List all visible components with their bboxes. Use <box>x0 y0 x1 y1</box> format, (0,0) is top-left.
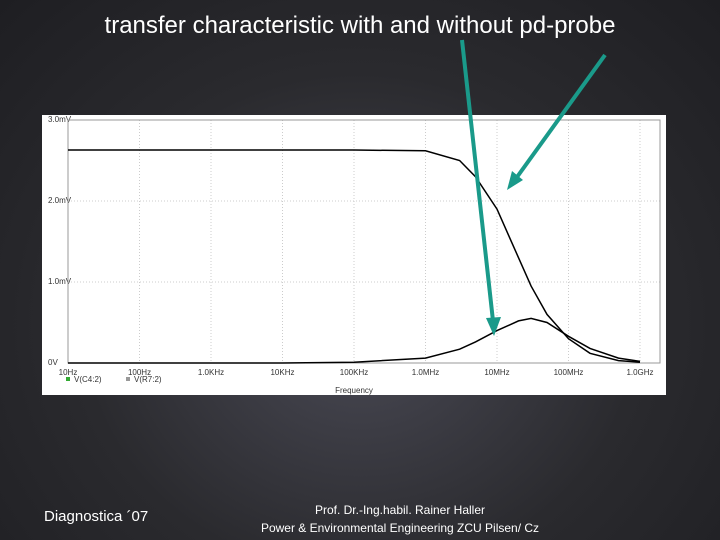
x-axis-label: Frequency <box>335 386 373 395</box>
x-tick-label: 100KHz <box>340 368 368 377</box>
slide-title: transfer characteristic with and without… <box>104 12 616 39</box>
x-tick-label: 10Hz <box>59 368 78 377</box>
y-tick-label: 0V <box>48 358 58 367</box>
y-tick-label: 1.0mV <box>48 277 72 286</box>
footer-left: Diagnostica ´07 <box>44 508 149 525</box>
legend-marker <box>126 377 130 381</box>
legend-marker <box>66 377 70 381</box>
y-tick-label: 3.0mV <box>48 115 72 124</box>
plot-frame <box>67 119 661 364</box>
arrowhead <box>486 317 501 336</box>
x-tick-label: 1.0KHz <box>198 368 224 377</box>
series-line <box>68 149 641 363</box>
arrow <box>460 39 496 331</box>
arrowhead <box>507 171 523 190</box>
footer-author: Prof. Dr.-Ing.habil. Rainer Haller <box>314 503 486 517</box>
x-tick-label: 100MHz <box>554 368 584 377</box>
x-tick-label: 10KHz <box>270 368 294 377</box>
legend-label: V(C4:2) <box>74 375 102 384</box>
arrow <box>510 53 607 186</box>
x-tick-label: 1.0GHz <box>626 368 653 377</box>
series-line <box>68 317 641 364</box>
footer-affiliation: Power & Environmental Engineering ZCU Pi… <box>260 521 540 535</box>
x-tick-label: 10MHz <box>484 368 509 377</box>
x-tick-label: 1.0MHz <box>412 368 440 377</box>
y-tick-label: 2.0mV <box>48 196 72 205</box>
x-tick-label: 100Hz <box>128 368 151 377</box>
legend-label: V(R7:2) <box>134 375 162 384</box>
